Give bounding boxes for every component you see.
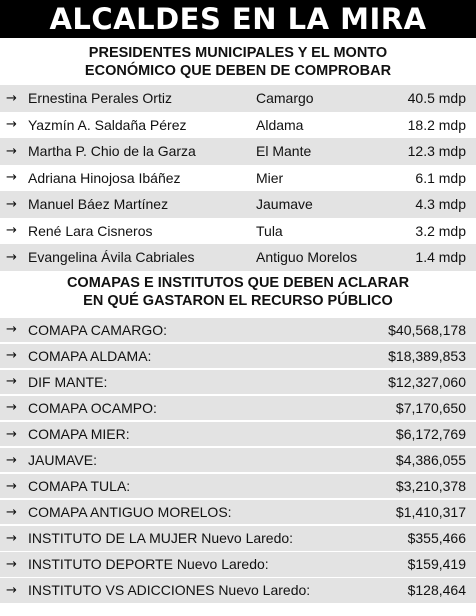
- monto: $6,172,769: [395, 426, 466, 442]
- list-item: → Evangelina Ávila Cabriales Antiguo Mor…: [0, 244, 476, 271]
- organismo-name: COMAPA ANTIGUO MORELOS:: [28, 504, 232, 521]
- organismo-name: COMAPA MIER:: [28, 426, 130, 442]
- organismo-name: COMAPA ALDAMA:: [28, 347, 152, 364]
- arrow-icon: →: [6, 426, 17, 442]
- list-item: → INSTITUTO VS ADICCIONES Nuevo Laredo: …: [0, 578, 476, 603]
- section-heading-line: EN QUÉ GASTARON EL RECURSO PÚBLICO: [83, 292, 393, 309]
- organismo-name: COMAPA CAMARGO:: [28, 321, 167, 338]
- municipio-name: Tula: [256, 222, 283, 239]
- arrow-icon: →: [6, 504, 17, 520]
- list-item: → INSTITUTO DEPORTE Nuevo Laredo: $159,4…: [0, 552, 476, 577]
- organismo-name: COMAPA TULA:: [28, 478, 131, 495]
- list-item: → COMAPA ANTIGUO MORELOS: $1,410,317: [0, 500, 476, 525]
- municipio-name: Jaumave: [256, 196, 313, 213]
- arrow-icon: →: [6, 90, 17, 106]
- section-heading-alcaldes: PRESIDENTES MUNICIPALES Y EL MONTO ECONÓ…: [0, 38, 476, 85]
- list-item: → Martha P. Chio de la Garza El Mante 12…: [0, 138, 476, 165]
- arrow-icon: →: [6, 582, 17, 598]
- organismo-name: JAUMAVE:: [28, 452, 97, 469]
- arrow-icon: →: [6, 556, 17, 572]
- organismo-name: INSTITUTO DE LA MUJER Nuevo Laredo:: [28, 530, 294, 547]
- arrow-icon: →: [6, 223, 17, 239]
- alcalde-name: Adriana Hinojosa Ibáñez: [28, 169, 181, 186]
- organismo-name: INSTITUTO DEPORTE Nuevo Laredo:: [28, 556, 269, 573]
- arrow-icon: →: [6, 374, 17, 390]
- alcalde-name: Evangelina Ávila Cabriales: [28, 249, 195, 266]
- monto: 3.2 mdp: [415, 222, 466, 239]
- municipio-name: El Mante: [256, 143, 312, 160]
- monto: $12,327,060: [388, 373, 466, 390]
- monto: $128,464: [407, 582, 466, 599]
- organismo-name: COMAPA OCAMPO:: [28, 399, 157, 416]
- list-item: → COMAPA MIER: $6,172,769: [0, 421, 476, 447]
- list-item: → INSTITUTO DE LA MUJER Nuevo Laredo: $3…: [0, 526, 476, 551]
- arrow-icon: →: [6, 117, 17, 133]
- arrow-icon: →: [6, 452, 17, 468]
- arrow-icon: →: [6, 196, 17, 212]
- section-heading-comapas: COMAPAS E INSTITUTOS QUE DEBEN ACLARAR E…: [0, 271, 476, 318]
- monto: $3,210,378: [395, 478, 466, 495]
- arrow-icon: →: [6, 249, 17, 265]
- arrow-icon: →: [6, 170, 17, 186]
- list-item: → Adriana Hinojosa Ibáñez Mier 6.1 mdp: [0, 165, 476, 192]
- arrow-icon: →: [6, 143, 17, 159]
- monto: $18,389,853: [388, 347, 466, 364]
- list-item: → Ernestina Perales Ortiz Camargo 40.5 m…: [0, 85, 476, 112]
- list-item: → COMAPA OCAMPO: $7,170,650: [0, 395, 476, 421]
- list-item: → René Lara Cisneros Tula 3.2 mdp: [0, 218, 476, 245]
- section-heading-line: PRESIDENTES MUNICIPALES Y EL MONTO: [88, 45, 388, 61]
- arrow-icon: →: [6, 348, 17, 364]
- organismo-name: DIF MANTE:: [28, 373, 108, 390]
- alcalde-name: Yazmín A. Saldaña Pérez: [28, 116, 187, 133]
- comapas-list: → COMAPA CAMARGO: $40,568,178 → COMAPA A…: [0, 317, 476, 603]
- monto: 1.4 mdp: [415, 249, 466, 266]
- monto: $355,466: [407, 530, 466, 547]
- municipio-name: Antiguo Morelos: [256, 249, 358, 266]
- alcaldes-list: → Ernestina Perales Ortiz Camargo 40.5 m…: [0, 85, 476, 271]
- page-title: ALCALDES EN LA MIRA: [0, 0, 476, 38]
- alcalde-name: Ernestina Perales Ortiz: [28, 90, 172, 107]
- list-item: → COMAPA CAMARGO: $40,568,178: [0, 317, 476, 342]
- monto: $7,170,650: [395, 399, 466, 416]
- section-heading-line: COMAPAS E INSTITUTOS QUE DEBEN ACLARAR: [66, 274, 410, 291]
- alcalde-name: René Lara Cisneros: [28, 222, 153, 239]
- organismo-name: INSTITUTO VS ADICCIONES Nuevo Laredo:: [28, 582, 311, 599]
- list-item: → COMAPA TULA: $3,210,378: [0, 473, 476, 499]
- monto: 4.3 mdp: [415, 196, 466, 213]
- monto: 40.5 mdp: [407, 90, 466, 107]
- municipio-name: Camargo: [256, 90, 314, 107]
- monto: 12.3 mdp: [407, 143, 466, 160]
- monto: 6.1 mdp: [415, 169, 466, 186]
- arrow-icon: →: [6, 400, 17, 416]
- monto: $159,419: [407, 556, 466, 573]
- monto: $4,386,055: [395, 452, 466, 469]
- list-item: → Manuel Báez Martínez Jaumave 4.3 mdp: [0, 191, 476, 218]
- municipio-name: Mier: [256, 169, 284, 186]
- arrow-icon: →: [6, 478, 17, 494]
- monto: $40,568,178: [388, 321, 466, 338]
- section-heading-line: ECONÓMICO QUE DEBEN DE COMPROBAR: [84, 63, 392, 79]
- alcalde-name: Manuel Báez Martínez: [28, 196, 169, 213]
- list-item: → COMAPA ALDAMA: $18,389,853: [0, 343, 476, 368]
- monto: $1,410,317: [395, 504, 466, 521]
- list-item: → Yazmín A. Saldaña Pérez Aldama 18.2 md…: [0, 112, 476, 139]
- list-item: → DIF MANTE: $12,327,060: [0, 369, 476, 395]
- arrow-icon: →: [6, 530, 17, 546]
- monto: 18.2 mdp: [407, 116, 466, 133]
- arrow-icon: →: [6, 322, 17, 338]
- alcalde-name: Martha P. Chio de la Garza: [28, 143, 196, 160]
- municipio-name: Aldama: [256, 116, 304, 133]
- list-item: → JAUMAVE: $4,386,055: [0, 447, 476, 473]
